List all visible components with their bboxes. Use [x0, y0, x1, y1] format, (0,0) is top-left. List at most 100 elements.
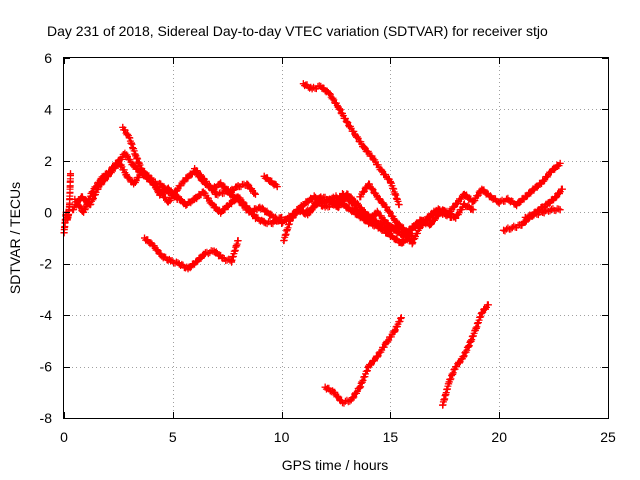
- y-tick-labels: -8 -6 -4 -2 0 2 4 6: [40, 50, 53, 426]
- data-point: [164, 188, 172, 196]
- data-point: [245, 208, 253, 216]
- data-point: [504, 195, 512, 203]
- data-point: [325, 195, 333, 203]
- data-point: [339, 399, 347, 407]
- data-point: [286, 216, 294, 224]
- data-point: [80, 208, 88, 216]
- data-point: [325, 90, 333, 98]
- data-point: [343, 190, 351, 198]
- data-point: [397, 239, 405, 247]
- x-tick-label: 15: [383, 429, 399, 445]
- data-point: [149, 242, 157, 250]
- y-tick-label: -4: [40, 307, 53, 323]
- data-point: [397, 314, 405, 322]
- data-point: [500, 226, 508, 234]
- series-pass-k: [321, 314, 405, 407]
- data-point: [267, 211, 275, 219]
- data-point: [547, 206, 555, 214]
- y-tick-label: 2: [44, 153, 52, 169]
- data-point: [234, 183, 242, 191]
- data-point: [201, 177, 209, 185]
- data-point: [530, 185, 538, 193]
- y-tick-label: 4: [44, 101, 52, 117]
- data-point: [243, 180, 251, 188]
- data-point: [460, 201, 468, 209]
- data-point: [119, 123, 127, 131]
- data-point: [382, 339, 390, 347]
- data-point: [439, 401, 447, 409]
- data-point: [399, 229, 407, 237]
- data-point: [114, 157, 122, 165]
- data-point: [391, 216, 399, 224]
- data-point: [217, 208, 225, 216]
- data-point: [158, 252, 166, 260]
- data-point: [278, 219, 286, 227]
- data-point: [173, 185, 181, 193]
- data-point: [382, 203, 390, 211]
- data-point: [67, 170, 75, 178]
- data-point: [299, 201, 307, 209]
- data-point: [317, 82, 325, 90]
- data-point: [426, 221, 434, 229]
- series-pass-l: [439, 301, 492, 409]
- data-point: [273, 183, 281, 191]
- data-point: [106, 167, 114, 175]
- y-tick-label: -8: [40, 410, 53, 426]
- data-point: [156, 180, 164, 188]
- data-point: [478, 185, 486, 193]
- x-tick-label: 5: [169, 429, 177, 445]
- data-point: [210, 247, 218, 255]
- data-point: [334, 203, 342, 211]
- data-point: [539, 208, 547, 216]
- data-point: [212, 190, 220, 198]
- data-point: [558, 185, 566, 193]
- data-point: [182, 201, 190, 209]
- data-point: [234, 195, 242, 203]
- data-point: [478, 309, 486, 317]
- data-point: [141, 234, 149, 242]
- data-point: [310, 193, 318, 201]
- data-point: [182, 175, 190, 183]
- data-point: [434, 206, 442, 214]
- data-point: [373, 352, 381, 360]
- data-point: [391, 327, 399, 335]
- data-point: [223, 188, 231, 196]
- data-point: [191, 165, 199, 173]
- data-point: [443, 211, 451, 219]
- x-tick-label: 25: [600, 429, 616, 445]
- y-tick-label: 0: [44, 204, 52, 220]
- data-point: [360, 208, 368, 216]
- data-point: [225, 201, 233, 209]
- series-pass-j: [356, 159, 564, 248]
- x-tick-labels: 0 5 10 15 20 25: [60, 429, 616, 445]
- y-tick-label: -2: [40, 256, 53, 272]
- data-point: [408, 239, 416, 247]
- data-point: [308, 85, 316, 93]
- data-point: [201, 249, 209, 257]
- data-point: [267, 177, 275, 185]
- data-point: [513, 201, 521, 209]
- data-point: [219, 255, 227, 263]
- data-point: [199, 188, 207, 196]
- data-point: [138, 167, 146, 175]
- y-tick-label: -6: [40, 359, 53, 375]
- data-point: [471, 327, 479, 335]
- x-tick-label: 20: [491, 429, 507, 445]
- data-point: [547, 167, 555, 175]
- data-point: [495, 198, 503, 206]
- data-point: [352, 198, 360, 206]
- data-point: [132, 152, 140, 160]
- data-point: [373, 193, 381, 201]
- data-point: [386, 226, 394, 234]
- data-point: [184, 265, 192, 273]
- data-point: [63, 216, 71, 224]
- data-point: [321, 203, 329, 211]
- data-point: [486, 193, 494, 201]
- data-point: [193, 257, 201, 265]
- data-point: [321, 383, 329, 391]
- data-point: [484, 301, 492, 309]
- data-point: [228, 257, 236, 265]
- data-point: [125, 134, 133, 142]
